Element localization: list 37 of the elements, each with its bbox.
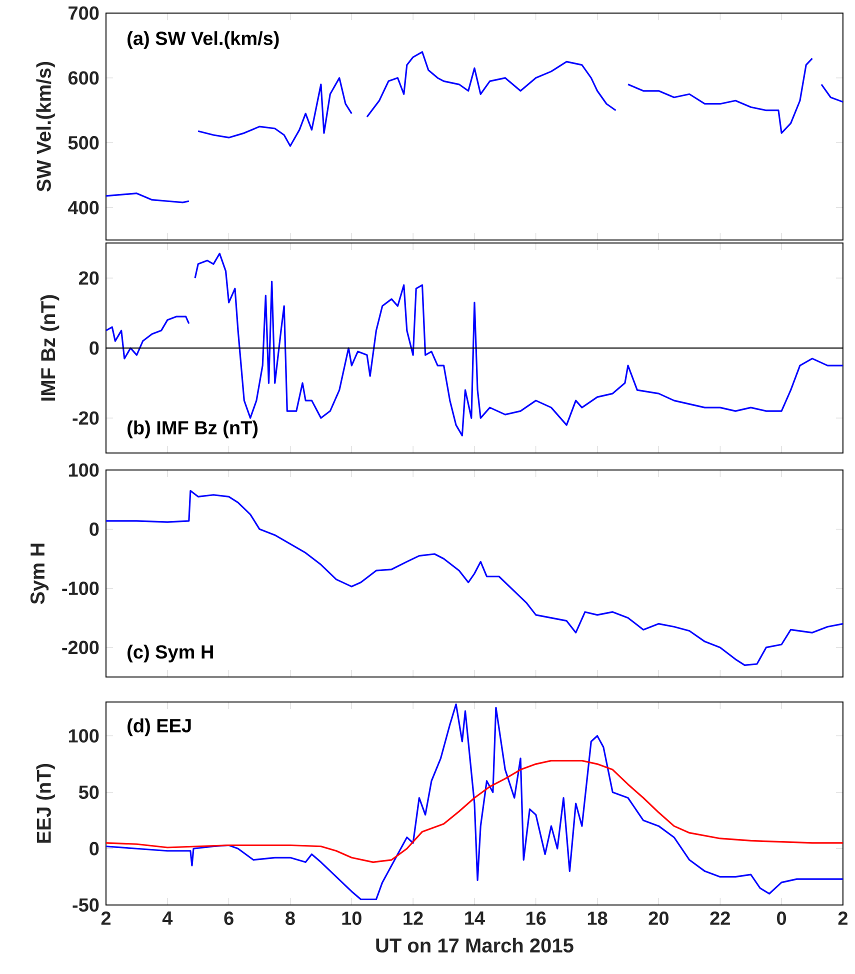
text: (c) Sym H [128, 644, 214, 662]
x-axis-title: UT on 17 March 2015 [376, 938, 574, 953]
x-tick-label: 2 [838, 912, 848, 925]
y-tick-label: -50 [72, 898, 99, 912]
y-tick-label: -200 [62, 640, 99, 654]
text: (d) EEJ [128, 718, 191, 736]
x-tick-label: 6 [224, 912, 234, 925]
y-tick-label: -20 [72, 411, 99, 425]
x-tick-label: 4 [162, 912, 173, 925]
x-tick-label: 20 [649, 912, 669, 925]
x-tick-label: 12 [404, 912, 424, 925]
x-tick-label: 10 [342, 912, 362, 925]
y-axis-title: EEJ (nT) [36, 764, 56, 843]
y-tick-label: 0 [90, 842, 99, 856]
y-tick-label: 0 [90, 522, 99, 536]
y-tick-label: 400 [68, 200, 99, 214]
y-tick-label: 20 [79, 271, 99, 285]
y-tick-label: -100 [62, 582, 99, 596]
x-tick-label: 14 [465, 912, 486, 925]
x-tick-label: 18 [588, 912, 608, 925]
y-axis-title: IMF Bz (nT) [40, 295, 60, 401]
y-tick-label: 500 [68, 136, 99, 150]
y-axis-title: Sym H [30, 544, 49, 604]
x-tick-label: 22 [710, 912, 730, 925]
x-tick-label: 8 [286, 912, 296, 925]
y-tick-label: 600 [68, 71, 99, 85]
text: (a) SW Vel.(km/s) [128, 31, 279, 49]
text: (b) IMF Bz (nT) [128, 420, 258, 438]
y-tick-label: 100 [69, 463, 99, 477]
x-tick-label: 0 [777, 912, 786, 925]
x-tick-label: 2 [102, 912, 111, 925]
x-tick-label: 16 [526, 912, 546, 925]
y-tick-label: 700 [68, 6, 99, 20]
y-tick-label: 0 [90, 341, 99, 355]
y-axis-title: SW Vel.(km/s) [36, 62, 56, 192]
y-tick-label: 50 [79, 786, 99, 799]
y-tick-label: 100 [69, 729, 99, 743]
